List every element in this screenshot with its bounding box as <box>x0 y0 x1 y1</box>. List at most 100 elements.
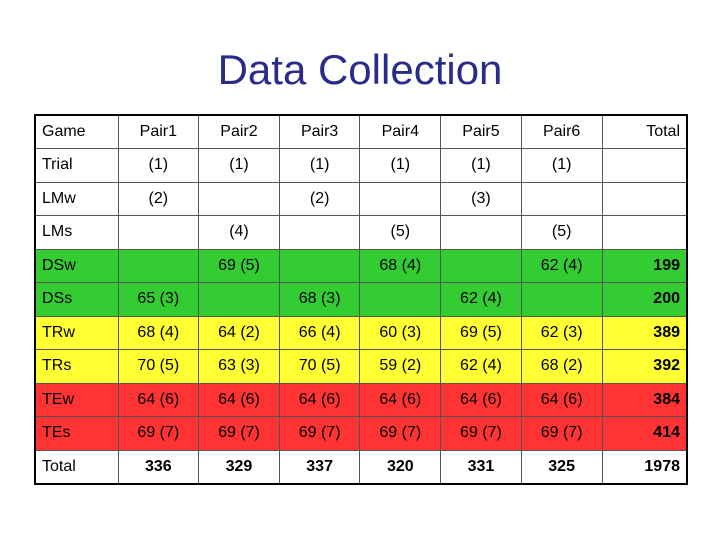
table-cell: 69 (7) <box>359 416 442 451</box>
table-cell <box>601 215 688 250</box>
table-cell: (1) <box>520 148 603 183</box>
table-cell: 69 (7) <box>198 416 280 451</box>
table-cell: DSw <box>34 248 119 283</box>
table-cell <box>278 215 361 250</box>
table-cell <box>198 282 280 317</box>
table-row: LMw (2) (2) (3) <box>34 181 688 216</box>
table-cell: (4) <box>198 215 280 250</box>
table-cell: 66 (4) <box>278 315 361 350</box>
table-cell: 60 (3) <box>359 315 442 350</box>
table-cell: 68 (4) <box>359 248 442 283</box>
table-cell: DSs <box>34 282 119 317</box>
table-row: TRs 70 (5) 63 (3) 70 (5) 59 (2) 62 (4) 68 (2) 3… <box>34 349 688 384</box>
table-cell: (2) <box>278 181 361 216</box>
table-cell: 64 (6) <box>520 382 603 417</box>
slide-title: Data Collection <box>217 46 503 93</box>
table-cell: Pair2 <box>198 114 280 149</box>
table-cell: (2) <box>117 181 200 216</box>
table-cell <box>198 181 280 216</box>
table-cell: 68 (2) <box>520 349 603 384</box>
table-cell: 331 <box>440 449 522 484</box>
table-cell: LMs <box>34 215 119 250</box>
table-cell: (1) <box>198 148 280 183</box>
table-row: LMs (4) (5) (5) <box>34 215 688 250</box>
table-cell: (1) <box>359 148 442 183</box>
table-cell: Pair1 <box>117 114 200 149</box>
table-cell: 69 (7) <box>117 416 200 451</box>
table-cell: 320 <box>359 449 442 484</box>
table-cell: 414 <box>601 416 688 451</box>
table-cell: 64 (6) <box>440 382 522 417</box>
table-cell: Game <box>34 114 119 149</box>
table-cell: 69 (7) <box>278 416 361 451</box>
table-cell: Pair4 <box>359 114 442 149</box>
table-cell <box>520 282 603 317</box>
table-cell: 63 (3) <box>198 349 280 384</box>
table-cell: 329 <box>198 449 280 484</box>
table-cell: 64 (6) <box>198 382 280 417</box>
data-table: Game Pair1 Pair2 Pair3 Pair4 Pair5 Pair6 Total T… <box>34 114 688 485</box>
table-row: TEw 64 (6) 64 (6) 64 (6) 64 (6) 64 (6) 64 (6) 3… <box>34 382 688 417</box>
table-cell <box>520 181 603 216</box>
table-cell: 64 (2) <box>198 315 280 350</box>
table-cell: 200 <box>601 282 688 317</box>
table-cell: (1) <box>117 148 200 183</box>
table-cell: (1) <box>278 148 361 183</box>
table-cell: TEw <box>34 382 119 417</box>
table-cell: TRw <box>34 315 119 350</box>
table-cell: 1978 <box>601 449 688 484</box>
table-cell: 62 (4) <box>440 349 522 384</box>
table-row: TRw 68 (4) 64 (2) 66 (4) 60 (3) 69 (5) 62 (3) 3… <box>34 315 688 350</box>
table-row: Game Pair1 Pair2 Pair3 Pair4 Pair5 Pair6 Total <box>34 114 688 149</box>
table-cell: (3) <box>440 181 522 216</box>
table-cell: Pair6 <box>520 114 603 149</box>
table-cell: Total <box>601 114 688 149</box>
table-row: DSs 65 (3) 68 (3) 62 (4) 200 <box>34 282 688 317</box>
table-cell: TRs <box>34 349 119 384</box>
table-cell <box>278 248 361 283</box>
table-cell: 68 (4) <box>117 315 200 350</box>
table-cell <box>601 181 688 216</box>
table-cell: 64 (6) <box>278 382 361 417</box>
table-cell <box>359 181 442 216</box>
table-cell: 199 <box>601 248 688 283</box>
table-cell <box>440 248 522 283</box>
table-cell: 337 <box>278 449 361 484</box>
table-cell: (5) <box>520 215 603 250</box>
table-cell: 68 (3) <box>278 282 361 317</box>
table-row: Trial (1) (1) (1) (1) (1) (1) <box>34 148 688 183</box>
table-cell: Pair3 <box>278 114 361 149</box>
table-row: TEs 69 (7) 69 (7) 69 (7) 69 (7) 69 (7) 69 (7) 4… <box>34 416 688 451</box>
table-cell: 70 (5) <box>117 349 200 384</box>
table-cell: Pair5 <box>440 114 522 149</box>
table-cell: 69 (5) <box>198 248 280 283</box>
table-cell: 384 <box>601 382 688 417</box>
table-cell <box>117 248 200 283</box>
table-cell: 69 (5) <box>440 315 522 350</box>
table-cell: 69 (7) <box>440 416 522 451</box>
table-cell: 62 (4) <box>440 282 522 317</box>
table-cell: TEs <box>34 416 119 451</box>
table-cell <box>117 215 200 250</box>
table-cell: 336 <box>117 449 200 484</box>
table-cell: 64 (6) <box>359 382 442 417</box>
table-cell: 62 (4) <box>520 248 603 283</box>
table-cell: 64 (6) <box>117 382 200 417</box>
table-cell <box>359 282 442 317</box>
table-cell: Total <box>34 449 119 484</box>
table-row: DSw 69 (5) 68 (4) 62 (4) 199 <box>34 248 688 283</box>
table-cell: 59 (2) <box>359 349 442 384</box>
table-cell: 325 <box>520 449 603 484</box>
table-cell: 392 <box>601 349 688 384</box>
table-cell: (1) <box>440 148 522 183</box>
table-cell: 70 (5) <box>278 349 361 384</box>
table-cell: 69 (7) <box>520 416 603 451</box>
table-cell: 389 <box>601 315 688 350</box>
table-cell: (5) <box>359 215 442 250</box>
table-cell: Trial <box>34 148 119 183</box>
table-cell: LMw <box>34 181 119 216</box>
table-cell: 62 (3) <box>520 315 603 350</box>
table-row: Total 336 329 337 320 331 325 1978 <box>34 449 688 484</box>
table-cell <box>440 215 522 250</box>
